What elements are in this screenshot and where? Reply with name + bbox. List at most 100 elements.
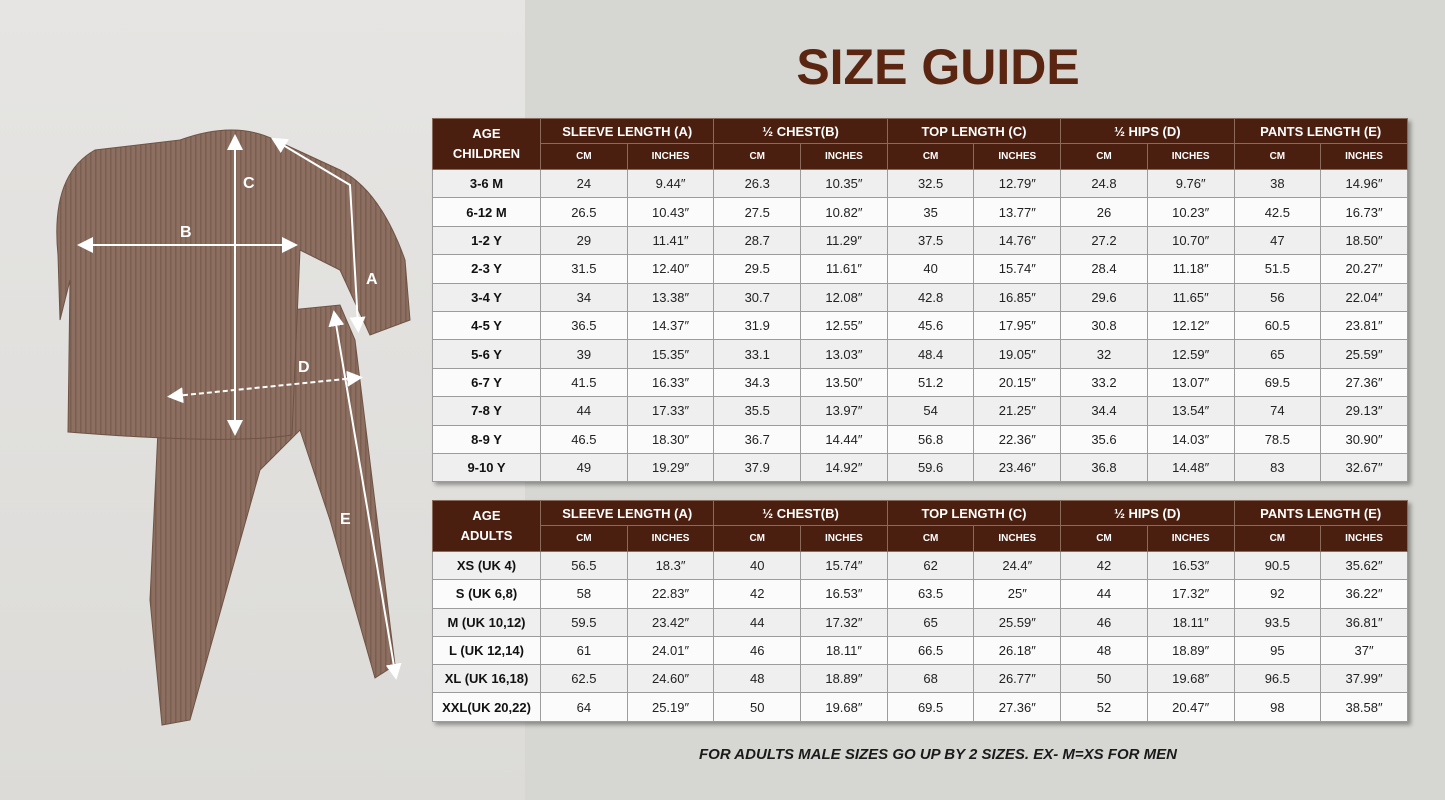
table-row: 3-6 M 24 9.44″ 26.3 10.35″ 32.5 12.79″ 24.8 9.76… (432, 168, 1408, 199)
measurement-cell: 12.59″ (1146, 339, 1235, 369)
table-row: L (UK 12,14) 61 24.01″ 46 18.11″ 66.5 26.18″ 48… (432, 635, 1408, 666)
measurement-cell: 46.5 (540, 424, 628, 454)
measurement-cell: 74 (1233, 396, 1322, 426)
measurement-cell: 29.13″ (1320, 396, 1408, 426)
age-header: AGE ADULTS (432, 500, 541, 552)
measurement-cell: 22.04″ (1320, 282, 1408, 312)
measurement-cell: 65 (886, 607, 975, 637)
unit-header: INCHES (626, 143, 715, 170)
measurement-cell: 12.08″ (800, 282, 888, 312)
unit-header: CM (540, 525, 628, 552)
unit-header: CM (713, 143, 802, 170)
measurement-cell: 15.35″ (626, 339, 715, 369)
unit-header: CM (540, 143, 628, 170)
measurement-cell: 33.1 (713, 339, 802, 369)
measurement-cell: 10.23″ (1146, 197, 1235, 227)
table-row: XS (UK 4) 56.5 18.3″ 40 15.74″ 62 24.4″ 42 16.53… (432, 550, 1408, 581)
adults-table-body: XS (UK 4) 56.5 18.3″ 40 15.74″ 62 24.4″ 42 16.53… (432, 550, 1408, 722)
measurement-cell: 51.2 (886, 367, 975, 398)
measurement-cell: 34.4 (1060, 396, 1148, 426)
measurement-cell: 50 (713, 692, 802, 722)
measurement-cell: 10.43″ (626, 197, 715, 227)
measurement-cell: 38.58″ (1320, 692, 1408, 722)
measurement-cell: 14.44″ (800, 424, 888, 454)
measurement-cell: 37″ (1320, 635, 1408, 666)
measurement-cell: 13.07″ (1146, 367, 1235, 398)
group-header-row: AGE ADULTS SLEEVE LENGTH (A) ½ CHEST(B) TOP … (432, 500, 1408, 552)
measurement-cell: 69.5 (886, 692, 975, 722)
measurement-cell: 62.5 (540, 664, 628, 694)
measurement-cell: 60.5 (1233, 310, 1322, 341)
measurement-cell: 20.15″ (973, 367, 1062, 398)
measurement-cell: 19.05″ (973, 339, 1062, 369)
measurement-cell: 12.12″ (1146, 310, 1235, 341)
measurement-cell: 27.2 (1060, 225, 1148, 256)
measurement-cell: 23.46″ (973, 452, 1062, 483)
measurement-cell: 13.03″ (800, 339, 888, 369)
size-label-cell: L (UK 12,14) (432, 635, 541, 666)
measurement-cell: 12.40″ (626, 254, 715, 284)
measurement-cell: 35.5 (713, 396, 802, 426)
measurement-cell: 13.54″ (1146, 396, 1235, 426)
table-row: 4-5 Y 36.5 14.37″ 31.9 12.55″ 45.6 17.95″ 30.8 1… (432, 310, 1408, 341)
unit-header-row: CM INCHES CM INCHES CM INCHES CM INCHES CM INCHES (433, 143, 1408, 170)
measurement-cell: 58 (540, 579, 628, 609)
measurement-cell: 44 (540, 396, 628, 426)
measurement-cell: 31.9 (713, 310, 802, 341)
label-a: A (366, 271, 378, 288)
measurement-cell: 69.5 (1233, 367, 1322, 398)
size-label-cell: 4-5 Y (432, 310, 541, 341)
measurement-cell: 13.50″ (800, 367, 888, 398)
measurement-cell: 29.6 (1060, 282, 1148, 312)
table-row: 8-9 Y 46.5 18.30″ 36.7 14.44″ 56.8 22.36″ 35.6 1… (432, 424, 1408, 454)
measurement-cell: 23.81″ (1320, 310, 1408, 341)
unit-header: CM (713, 525, 802, 552)
measurement-cell: 61 (540, 635, 628, 666)
unit-header: CM (1060, 143, 1148, 170)
measurement-cell: 14.96″ (1320, 168, 1408, 199)
measurement-cell: 10.35″ (800, 168, 888, 199)
measurement-cell: 28.7 (713, 225, 802, 256)
measurement-cell: 12.55″ (800, 310, 888, 341)
unit-header: CM (886, 143, 975, 170)
arrow-e (328, 310, 402, 680)
measurement-cell: 17.33″ (626, 396, 715, 426)
measurement-cell: 11.29″ (800, 225, 888, 256)
measurement-cell: 13.77″ (973, 197, 1062, 227)
unit-header: INCHES (1320, 143, 1408, 170)
measurement-cell: 47 (1233, 225, 1322, 256)
measurement-cell: 34 (540, 282, 628, 312)
unit-header: CM (886, 525, 975, 552)
age-label: AGE (472, 126, 501, 141)
column-group-header: ½ HIPS (D) (1060, 118, 1235, 144)
measurement-cell: 11.61″ (800, 254, 888, 284)
measurement-cell: 62 (886, 550, 975, 581)
measurement-cell: 27.5 (713, 197, 802, 227)
measurement-cell: 32 (1060, 339, 1148, 369)
size-label-cell: S (UK 6,8) (432, 579, 541, 609)
measurement-cell: 38 (1233, 168, 1322, 199)
measurement-cell: 16.53″ (800, 579, 888, 609)
age-label: AGE (472, 508, 501, 523)
measurement-cell: 36.7 (713, 424, 802, 454)
size-label-cell: XL (UK 16,18) (432, 664, 541, 694)
measurement-cell: 14.76″ (973, 225, 1062, 256)
children-size-table: AGE CHILDREN SLEEVE LENGTH (A) ½ CHEST(B) TO… (432, 118, 1408, 483)
group-label: CHILDREN (452, 146, 521, 161)
measurement-cell: 24.01″ (626, 635, 715, 666)
footnote: FOR ADULTS MALE SIZES GO UP BY 2 SIZES. … (699, 746, 1177, 763)
size-label-cell: 2-3 Y (432, 254, 541, 284)
measurement-cell: 25.59″ (1320, 339, 1408, 369)
size-label-cell: XXL(UK 20,22) (432, 692, 541, 722)
unit-header: CM (1060, 525, 1148, 552)
size-label-cell: M (UK 10,12) (432, 607, 541, 637)
measurement-cell: 35.6 (1060, 424, 1148, 454)
measurement-cell: 22.83″ (626, 579, 715, 609)
measurement-cell: 16.53″ (1146, 550, 1235, 581)
unit-header: CM (1233, 525, 1322, 552)
measurement-cell: 31.5 (540, 254, 628, 284)
size-label-cell: 5-6 Y (432, 339, 541, 369)
table-row: 7-8 Y 44 17.33″ 35.5 13.97″ 54 21.25″ 34.4 13.54… (432, 396, 1408, 426)
arrow-a (271, 137, 366, 333)
unit-header: INCHES (973, 143, 1062, 170)
